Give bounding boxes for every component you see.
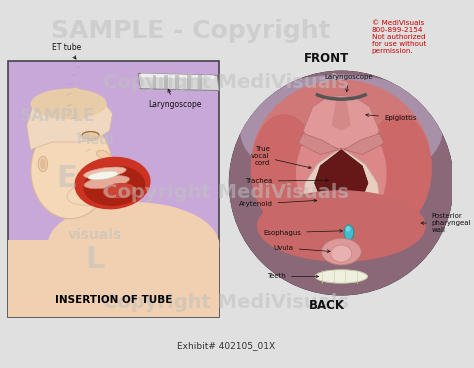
Ellipse shape [38,156,48,171]
Ellipse shape [83,166,146,206]
Text: Esophagus: Esophagus [264,230,343,236]
Ellipse shape [102,183,136,198]
Text: FRONT: FRONT [304,52,350,65]
Ellipse shape [321,238,361,265]
Text: SAMPLE - Copyright: SAMPLE - Copyright [51,18,330,43]
Ellipse shape [296,116,387,231]
Text: L: L [86,245,105,274]
Text: E: E [56,164,77,193]
Ellipse shape [63,31,78,40]
Ellipse shape [96,151,109,159]
Text: True
vocal
cord: True vocal cord [251,146,311,169]
Polygon shape [344,134,384,155]
Circle shape [229,71,454,296]
Polygon shape [138,74,219,91]
Polygon shape [65,62,111,176]
Text: visuals: visuals [68,229,122,243]
Ellipse shape [331,245,352,262]
Ellipse shape [88,171,118,180]
Polygon shape [303,150,338,202]
Polygon shape [332,97,351,131]
Text: Copyright MediVisuals: Copyright MediVisuals [103,183,349,202]
Ellipse shape [82,132,99,139]
Bar [8,61,219,316]
Text: Arytenoid: Arytenoid [239,199,317,207]
Bar [63,31,78,40]
Text: Uvula: Uvula [273,245,330,252]
Polygon shape [27,88,112,150]
Ellipse shape [354,194,371,206]
Ellipse shape [315,270,367,283]
Ellipse shape [74,157,151,209]
Text: Copyright MediVisuals: Copyright MediVisuals [103,293,349,312]
Bar [198,75,202,89]
Polygon shape [315,150,368,204]
Polygon shape [141,74,215,79]
Bar [153,75,156,89]
Text: © MediVisuals
800-899-2154
Not authorized
for use without
permission.: © MediVisuals 800-899-2154 Not authorize… [372,20,426,54]
Polygon shape [134,70,155,94]
Text: ET tube: ET tube [53,43,82,59]
Ellipse shape [30,89,107,119]
Ellipse shape [240,74,443,187]
Text: INSERTION OF TUBE: INSERTION OF TUBE [55,295,172,305]
Ellipse shape [344,225,354,240]
Polygon shape [344,150,379,202]
Polygon shape [103,76,148,164]
Ellipse shape [48,202,219,288]
Ellipse shape [257,190,426,262]
Ellipse shape [312,194,329,206]
Text: Trachea: Trachea [246,178,328,184]
Ellipse shape [251,114,318,224]
Text: Exhibit# 402105_01X: Exhibit# 402105_01X [177,341,275,350]
Ellipse shape [67,180,124,205]
Bar [187,75,191,89]
Bar [175,75,179,89]
Polygon shape [298,134,338,155]
Ellipse shape [346,226,350,232]
Polygon shape [105,78,142,161]
Polygon shape [303,95,379,149]
Ellipse shape [251,79,431,248]
Ellipse shape [83,167,126,178]
Text: Epiglottis: Epiglottis [366,114,417,121]
Circle shape [227,69,456,297]
Bar [164,75,168,89]
Ellipse shape [365,114,432,224]
Polygon shape [73,53,86,66]
Text: BACK: BACK [309,299,345,312]
Text: Teeth: Teeth [267,273,319,279]
Ellipse shape [84,176,129,188]
Text: SAMPLE: SAMPLE [19,107,95,125]
Text: Medi: Medi [76,133,114,147]
Text: Copyright MediVisuals: Copyright MediVisuals [103,74,349,92]
Text: Laryngoscope: Laryngoscope [325,74,373,92]
Text: Posterior
pharyngeal
wall: Posterior pharyngeal wall [421,213,471,233]
Ellipse shape [40,159,46,169]
Bar [8,240,219,316]
Text: Laryngoscope: Laryngoscope [148,89,201,109]
Ellipse shape [31,119,112,219]
